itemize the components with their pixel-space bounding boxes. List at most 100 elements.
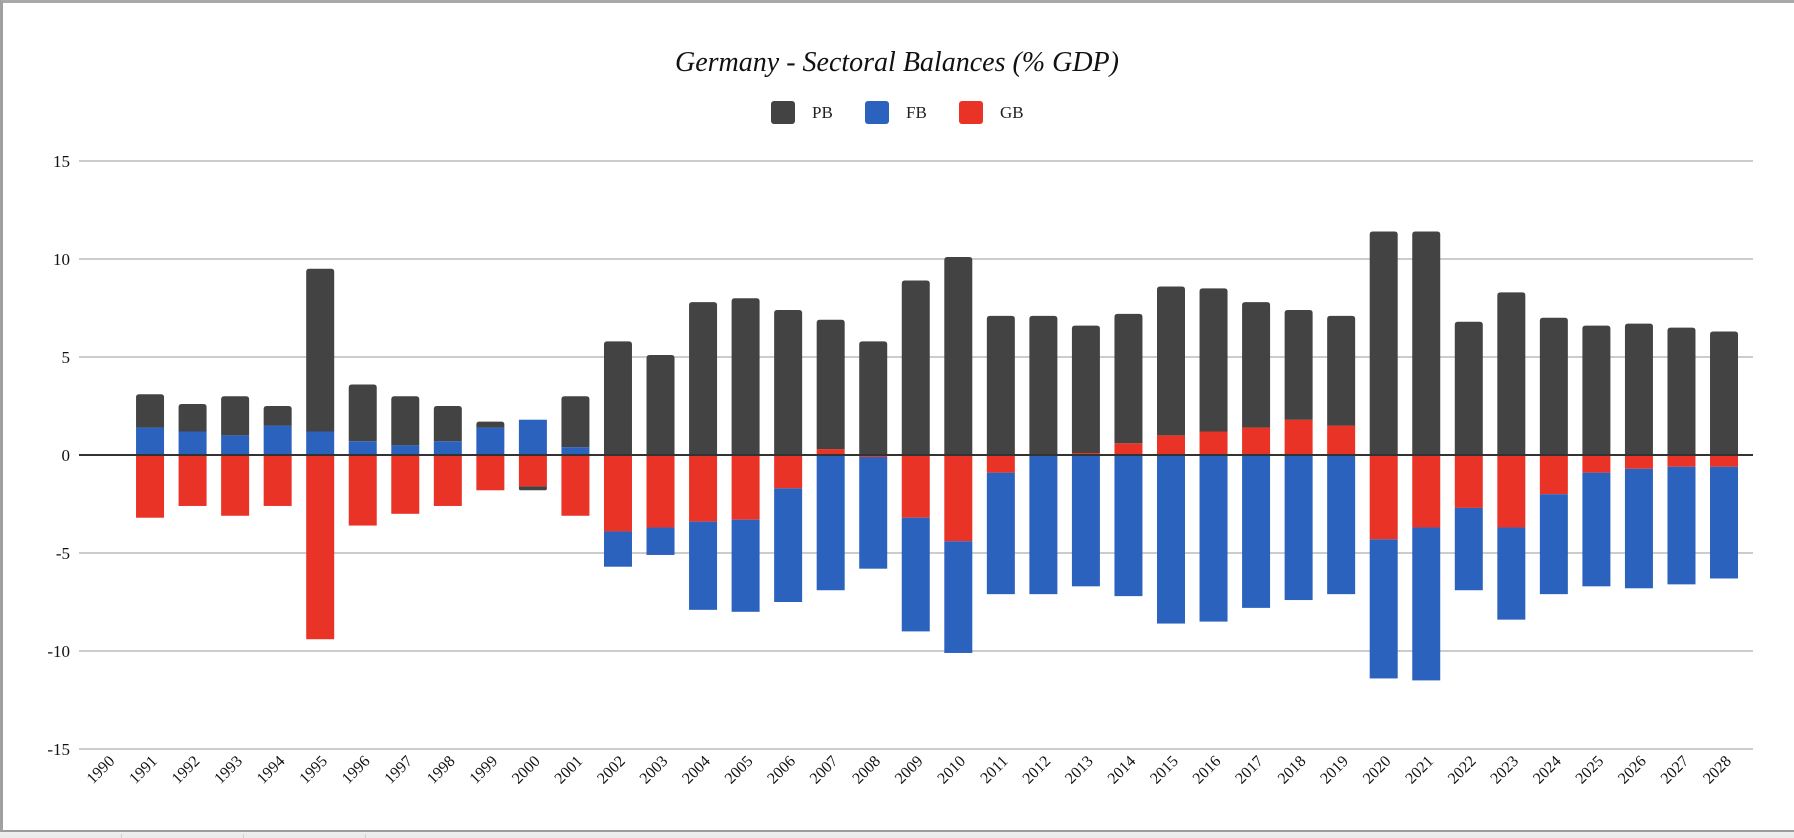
bar-fb-2010[interactable]: [944, 541, 973, 653]
bar-pb-2026[interactable]: [1624, 323, 1653, 455]
bar-gb-2028[interactable]: [1710, 455, 1739, 467]
bar-fb-2024[interactable]: [1539, 494, 1568, 595]
bar-gb-2002[interactable]: [603, 455, 632, 532]
bar-fb-2003[interactable]: [646, 527, 675, 555]
bar-gb-1991[interactable]: [136, 455, 165, 518]
bar-pb-2012[interactable]: [1029, 315, 1058, 455]
bar-pb-1992[interactable]: [178, 404, 207, 432]
bar-fb-2015[interactable]: [1157, 455, 1185, 624]
bar-fb-1996[interactable]: [348, 441, 377, 455]
bar-pb-1998[interactable]: [433, 406, 462, 442]
bar-pb-2007[interactable]: [816, 319, 845, 450]
bar-gb-1996[interactable]: [348, 455, 377, 526]
bar-gb-1995[interactable]: [306, 455, 335, 640]
bar-fb-2011[interactable]: [986, 472, 1015, 595]
bar-gb-2024[interactable]: [1539, 455, 1568, 495]
bar-fb-2004[interactable]: [689, 521, 718, 610]
bar-fb-2008[interactable]: [859, 456, 888, 569]
bar-fb-1998[interactable]: [433, 441, 462, 455]
bar-fb-2022[interactable]: [1454, 507, 1483, 591]
bar-fb-1991[interactable]: [136, 427, 165, 455]
bar-fb-1995[interactable]: [306, 431, 335, 455]
bar-gb-2005[interactable]: [731, 455, 760, 520]
bar-fb-1999[interactable]: [476, 427, 505, 455]
bar-gb-2007[interactable]: [816, 449, 845, 455]
bar-pb-2009[interactable]: [901, 280, 930, 455]
bar-gb-2010[interactable]: [944, 455, 973, 542]
bar-pb-2025[interactable]: [1582, 325, 1611, 455]
bar-pb-2022[interactable]: [1454, 321, 1483, 455]
bar-fb-1994[interactable]: [263, 425, 292, 455]
bar-gb-1999[interactable]: [476, 455, 505, 491]
bar-gb-2001[interactable]: [561, 455, 590, 516]
bar-pb-2008[interactable]: [859, 341, 888, 455]
bar-fb-2018[interactable]: [1284, 455, 1313, 601]
bar-gb-2018[interactable]: [1284, 419, 1313, 455]
bar-fb-2028[interactable]: [1710, 466, 1739, 579]
bar-gb-2022[interactable]: [1454, 455, 1483, 508]
bar-fb-2016[interactable]: [1199, 455, 1228, 622]
bar-gb-2019[interactable]: [1327, 425, 1356, 455]
bar-gb-2003[interactable]: [646, 455, 675, 528]
bar-gb-2009[interactable]: [901, 455, 930, 518]
bar-fb-2019[interactable]: [1327, 455, 1356, 595]
bar-gb-2011[interactable]: [986, 455, 1015, 473]
bar-pb-2018[interactable]: [1284, 309, 1313, 420]
bar-fb-2014[interactable]: [1114, 455, 1143, 597]
bar-pb-2005[interactable]: [731, 298, 760, 455]
bar-gb-2015[interactable]: [1157, 435, 1185, 455]
bar-fb-2023[interactable]: [1497, 527, 1526, 620]
bar-pb-2016[interactable]: [1199, 288, 1228, 432]
bar-fb-2026[interactable]: [1624, 468, 1653, 589]
bar-gb-1993[interactable]: [221, 455, 250, 516]
bar-pb-2004[interactable]: [689, 302, 718, 455]
bar-gb-2004[interactable]: [689, 455, 718, 522]
bar-gb-2021[interactable]: [1412, 455, 1441, 528]
bar-pb-1995[interactable]: [306, 268, 335, 432]
bar-gb-2027[interactable]: [1667, 455, 1696, 467]
bar-gb-2025[interactable]: [1582, 455, 1611, 473]
bar-pb-2000[interactable]: [518, 486, 547, 491]
bar-pb-2021[interactable]: [1412, 231, 1441, 455]
bar-fb-2009[interactable]: [901, 517, 930, 632]
bar-pb-2006[interactable]: [774, 309, 803, 455]
bar-pb-2024[interactable]: [1539, 317, 1568, 455]
bar-gb-1994[interactable]: [263, 455, 292, 506]
bar-gb-2014[interactable]: [1114, 443, 1143, 455]
bar-pb-2014[interactable]: [1114, 313, 1143, 444]
bar-gb-1998[interactable]: [433, 455, 462, 506]
bar-fb-2013[interactable]: [1071, 455, 1100, 587]
bar-pb-1991[interactable]: [136, 394, 165, 428]
bar-pb-2028[interactable]: [1710, 331, 1739, 455]
bar-pb-1996[interactable]: [348, 384, 377, 442]
bar-fb-2021[interactable]: [1412, 527, 1441, 681]
bar-pb-2011[interactable]: [986, 315, 1015, 455]
bar-pb-2017[interactable]: [1242, 302, 1271, 428]
bar-fb-2012[interactable]: [1029, 455, 1058, 595]
bar-gb-1997[interactable]: [391, 455, 420, 514]
bar-fb-2001[interactable]: [561, 447, 590, 455]
bar-gb-2020[interactable]: [1369, 455, 1398, 540]
bar-pb-1994[interactable]: [263, 406, 292, 426]
bar-pb-2003[interactable]: [646, 355, 675, 455]
bar-pb-1999[interactable]: [476, 421, 505, 428]
bar-pb-2001[interactable]: [561, 396, 590, 448]
bar-gb-2006[interactable]: [774, 455, 803, 489]
bar-fb-2020[interactable]: [1369, 539, 1398, 679]
bar-gb-1992[interactable]: [178, 455, 207, 506]
bar-pb-2002[interactable]: [603, 341, 632, 455]
bar-pb-2010[interactable]: [944, 257, 973, 455]
bar-pb-2013[interactable]: [1071, 325, 1100, 454]
bar-pb-2027[interactable]: [1667, 327, 1696, 455]
bar-pb-2023[interactable]: [1497, 292, 1526, 455]
bar-pb-1997[interactable]: [391, 396, 420, 446]
bar-pb-2020[interactable]: [1369, 231, 1398, 455]
bar-gb-2017[interactable]: [1242, 427, 1271, 455]
bar-pb-2015[interactable]: [1157, 286, 1185, 436]
bar-fb-2017[interactable]: [1242, 455, 1271, 608]
bar-fb-1992[interactable]: [178, 431, 207, 455]
bar-pb-1993[interactable]: [221, 396, 250, 436]
bar-fb-1997[interactable]: [391, 445, 420, 455]
bar-fb-2027[interactable]: [1667, 466, 1696, 585]
